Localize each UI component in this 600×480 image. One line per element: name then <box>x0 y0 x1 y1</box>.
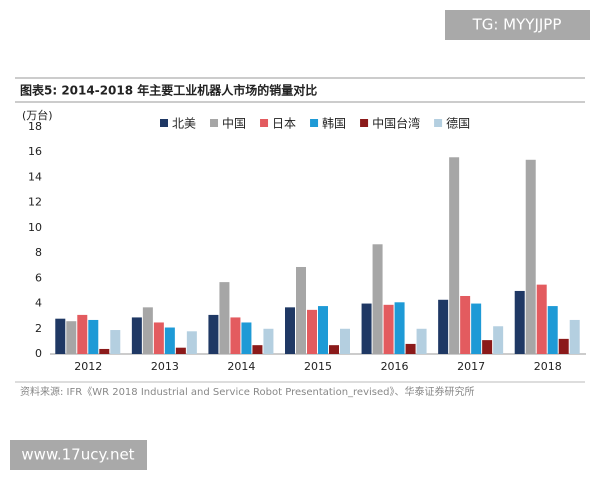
bar <box>153 322 164 354</box>
bar <box>340 328 350 354</box>
bar <box>88 319 99 354</box>
bar <box>142 307 153 354</box>
legend-label: 德国 <box>446 116 470 131</box>
watermark-box <box>445 10 590 40</box>
bar <box>329 345 339 354</box>
bar <box>438 299 449 354</box>
legend-swatch <box>210 119 219 127</box>
bar <box>307 309 317 354</box>
y-tick-label: 16 <box>28 145 42 158</box>
bar <box>493 326 504 354</box>
y-tick-label: 0 <box>35 347 42 360</box>
bar <box>55 318 66 354</box>
y-tick-label: 18 <box>28 120 42 133</box>
bar <box>361 303 372 354</box>
legend-swatch <box>360 119 369 127</box>
legend-label: 韩国 <box>322 116 346 131</box>
x-tick-label: 2017 <box>457 360 485 373</box>
legend-swatch <box>434 119 443 127</box>
bar <box>230 317 241 354</box>
bar <box>514 290 525 354</box>
y-axis-label: (万台) <box>22 108 53 122</box>
bar <box>77 314 88 354</box>
y-tick-label: 8 <box>35 246 42 259</box>
bar <box>219 282 230 354</box>
bar <box>296 266 306 354</box>
bar <box>416 328 427 354</box>
bar <box>536 284 547 354</box>
chart-title: 图表5: 2014-2018 年主要工业机器人市场的销量对比 <box>20 83 317 98</box>
bar <box>471 303 482 354</box>
bar <box>186 331 197 354</box>
legend-label: 日本 <box>272 117 296 131</box>
bar <box>66 321 77 354</box>
source-note: 资料来源: IFR《WR 2018 Industrial and Service… <box>20 385 474 398</box>
bar <box>175 347 186 354</box>
legend-swatch <box>160 119 168 127</box>
y-tick-label: 2 <box>35 322 42 335</box>
bar <box>394 302 405 354</box>
bar <box>252 345 263 354</box>
x-tick-label: 2012 <box>74 360 102 373</box>
bar <box>383 304 394 354</box>
x-tick-label: 2013 <box>151 360 179 373</box>
bar <box>318 306 328 354</box>
bar <box>99 348 110 354</box>
bar <box>405 343 416 354</box>
watermark: TG: MYYJJPP <box>472 16 562 34</box>
x-tick-label: 2016 <box>381 360 409 373</box>
legend-swatch <box>260 119 269 127</box>
bar <box>372 244 383 354</box>
bar <box>164 327 175 354</box>
bar <box>208 314 219 354</box>
y-tick-label: 4 <box>35 297 42 310</box>
x-tick-label: 2015 <box>304 360 332 373</box>
y-tick-label: 14 <box>28 170 42 183</box>
watermark: www.17ucy.net <box>21 446 134 464</box>
bar <box>285 307 295 354</box>
watermark-box <box>10 440 147 470</box>
bar <box>558 338 569 354</box>
bar <box>547 306 558 354</box>
x-tick-label: 2018 <box>534 360 562 373</box>
bar <box>525 159 536 354</box>
y-tick-label: 6 <box>35 271 42 284</box>
y-tick-label: 10 <box>28 221 42 234</box>
bar <box>460 295 471 354</box>
bar <box>110 330 121 354</box>
legend-label: 中国台湾 <box>372 116 420 131</box>
bar <box>569 319 580 354</box>
legend-label: 北美 <box>172 117 196 131</box>
y-tick-label: 12 <box>28 196 42 209</box>
bar <box>241 322 252 354</box>
bar <box>131 317 142 354</box>
bar <box>263 328 274 354</box>
legend-swatch <box>310 119 319 127</box>
bar <box>449 157 460 354</box>
x-tick-label: 2014 <box>227 360 255 373</box>
bar <box>482 340 493 354</box>
legend-label: 中国 <box>222 116 246 131</box>
